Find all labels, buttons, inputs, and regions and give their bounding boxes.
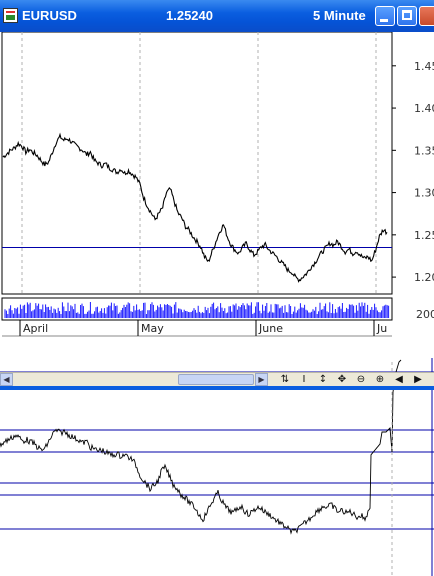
y-tick-label: 1.30 <box>414 187 434 200</box>
refresh-icon[interactable]: ⇅ <box>280 374 290 385</box>
y-tick-label: 1.35 <box>414 144 434 157</box>
lower-panel[interactable] <box>0 358 434 576</box>
y-tick-label: 1.25 <box>414 229 434 242</box>
chart-area[interactable]: 1.45 1.40 1.35 1.30 1.25 1.20 200 April May June… <box>0 32 434 576</box>
scroll-right-button[interactable]: ▶ <box>255 373 268 386</box>
price-chart[interactable]: 1.45 1.40 1.35 1.30 1.25 1.20 200 April May June… <box>0 32 434 576</box>
close-button[interactable] <box>419 6 434 26</box>
chart-app-icon[interactable] <box>3 8 18 23</box>
panel-separator <box>0 386 434 390</box>
window-price: 1.25240 <box>166 8 213 23</box>
x-tick-label: April <box>23 322 48 335</box>
x-tick-label: Ju <box>376 322 387 335</box>
y-tick-label: 1.45 <box>414 60 434 73</box>
oscillator-line <box>0 359 402 535</box>
window-symbol: EURUSD <box>22 8 77 23</box>
title-bar[interactable]: EURUSD 1.25240 5 Minute <box>0 0 434 32</box>
plot-frame <box>1 32 393 295</box>
maximize-button[interactable] <box>397 6 417 26</box>
crosshair-icon[interactable]: ✥ <box>337 374 347 385</box>
minimize-button[interactable] <box>375 6 395 26</box>
y-axis-labels: 1.45 1.40 1.35 1.30 1.25 1.20 200 <box>392 60 434 321</box>
scroll-left-button[interactable]: ◀ <box>0 373 13 386</box>
zoom-in-icon[interactable]: ⊕ <box>375 374 385 385</box>
lower-panel-bg <box>0 358 434 576</box>
maximize-icon <box>402 10 412 20</box>
window-timeframe: 5 Minute <box>313 8 366 23</box>
y-tick-label: 1.40 <box>414 102 434 115</box>
y-tick-label: 1.20 <box>414 271 434 284</box>
price-line <box>2 132 388 283</box>
volume-histogram <box>1 297 393 321</box>
minimize-icon <box>380 19 388 22</box>
vertical-move-icon[interactable]: ↕ <box>318 374 328 385</box>
chevron-left-icon: ◀ <box>3 375 10 384</box>
chart-scrollbar[interactable]: ◀ ▶ ⇅ I ↕ ✥ ⊖ ⊕ ◀ ▶ <box>0 372 434 386</box>
zoom-out-icon[interactable]: ⊖ <box>356 374 366 385</box>
scroll-thumb[interactable] <box>178 374 254 385</box>
x-tick-label: May <box>141 322 164 335</box>
x-axis-labels: April May June Ju <box>2 320 392 337</box>
scroll-right-icon[interactable]: ▶ <box>414 374 422 385</box>
chevron-right-icon: ▶ <box>258 375 265 384</box>
y-volume-tick-label: 200 <box>416 308 434 321</box>
x-tick-label: June <box>258 322 283 335</box>
scroll-left-icon[interactable]: ◀ <box>395 374 403 385</box>
text-cursor-icon[interactable]: I <box>302 374 306 385</box>
